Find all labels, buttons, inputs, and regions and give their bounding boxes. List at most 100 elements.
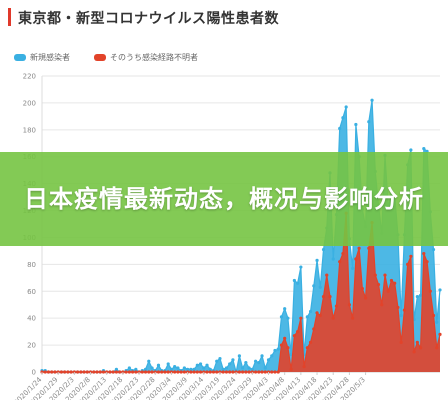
data-point-new-cases xyxy=(276,347,280,351)
data-point-unknown-route xyxy=(276,370,280,374)
data-point-unknown-route xyxy=(338,260,342,264)
data-point-new-cases xyxy=(156,363,161,367)
data-point-new-cases xyxy=(438,288,442,292)
data-point-new-cases xyxy=(331,257,335,261)
data-point-unknown-route xyxy=(354,257,358,261)
data-point-unknown-route xyxy=(231,370,235,374)
data-point-unknown-route xyxy=(383,273,387,277)
data-point-unknown-route xyxy=(341,252,345,256)
data-point-unknown-route xyxy=(160,370,164,374)
data-point-unknown-route xyxy=(406,262,410,266)
data-point-unknown-route xyxy=(192,370,196,374)
data-point-unknown-route xyxy=(176,370,180,374)
data-point-new-cases xyxy=(260,354,264,358)
data-point-unknown-route xyxy=(257,370,261,374)
series-line-unknown-route xyxy=(42,213,441,373)
data-point-unknown-route xyxy=(334,304,339,308)
legend-label-new-cases: 新規感染者 xyxy=(30,53,70,62)
data-point-new-cases xyxy=(134,367,138,371)
data-point-unknown-route xyxy=(241,370,245,374)
data-point-new-cases xyxy=(321,247,326,252)
data-point-new-cases xyxy=(415,295,419,299)
data-point-unknown-route xyxy=(286,346,290,350)
data-point-new-cases xyxy=(253,359,258,363)
data-point-unknown-route xyxy=(189,370,193,374)
data-point-unknown-route xyxy=(221,370,225,374)
data-point-unknown-route xyxy=(101,370,106,374)
data-point-new-cases xyxy=(114,367,119,371)
data-point-new-cases xyxy=(270,354,274,358)
y-tick-label-200: 200 xyxy=(23,99,36,107)
data-point-new-cases xyxy=(318,285,322,289)
data-point-unknown-route xyxy=(182,370,186,374)
data-point-unknown-route xyxy=(321,295,326,299)
data-point-new-cases xyxy=(218,356,222,361)
data-point-unknown-route xyxy=(402,308,407,312)
data-point-new-cases xyxy=(351,266,355,270)
data-point-unknown-route xyxy=(415,340,419,344)
data-point-new-cases xyxy=(221,367,225,371)
title-accent-bar xyxy=(8,8,11,26)
data-point-unknown-route xyxy=(75,370,80,374)
y-tick-label-60: 60 xyxy=(27,288,36,296)
data-point-unknown-route xyxy=(263,370,267,374)
data-point-unknown-route xyxy=(215,370,219,374)
data-point-new-cases xyxy=(279,315,284,319)
data-point-unknown-route xyxy=(367,246,371,250)
data-point-unknown-route xyxy=(318,313,322,318)
data-point-unknown-route xyxy=(69,370,73,374)
data-point-unknown-route xyxy=(127,370,131,374)
data-point-unknown-route xyxy=(312,327,316,331)
data-point-unknown-route xyxy=(289,367,293,371)
data-point-new-cases xyxy=(224,366,229,370)
data-point-new-cases xyxy=(208,367,212,371)
data-point-new-cases xyxy=(370,98,374,102)
data-point-unknown-route xyxy=(237,370,241,374)
data-point-unknown-route xyxy=(82,370,86,374)
legend-swatch-new-cases xyxy=(14,54,26,61)
data-point-unknown-route xyxy=(279,343,284,347)
data-point-new-cases xyxy=(305,315,309,319)
data-point-new-cases xyxy=(344,105,348,109)
data-point-unknown-route xyxy=(328,295,332,299)
data-point-new-cases xyxy=(418,293,423,297)
data-point-new-cases xyxy=(205,363,209,367)
data-point-unknown-route xyxy=(85,370,89,374)
data-point-new-cases xyxy=(266,358,271,362)
data-point-new-cases xyxy=(312,284,316,288)
data-point-new-cases xyxy=(215,359,219,363)
data-point-unknown-route xyxy=(438,332,442,336)
data-point-new-cases xyxy=(257,360,261,365)
headline-overlay-banner: 日本疫情最新动态，概况与影响分析 xyxy=(0,152,448,246)
data-point-unknown-route xyxy=(114,370,119,374)
data-point-unknown-route xyxy=(66,370,70,374)
data-point-unknown-route xyxy=(53,370,57,374)
data-point-unknown-route xyxy=(409,254,413,258)
data-point-unknown-route xyxy=(211,370,216,374)
y-tick-label-180: 180 xyxy=(23,126,36,134)
data-point-new-cases xyxy=(166,362,170,366)
data-point-unknown-route xyxy=(198,370,203,374)
data-point-unknown-route xyxy=(208,370,212,374)
data-point-new-cases xyxy=(338,126,342,131)
data-point-unknown-route xyxy=(95,370,99,374)
data-point-unknown-route xyxy=(376,282,381,287)
data-point-unknown-route xyxy=(425,260,429,264)
y-tick-label-0: 0 xyxy=(32,369,36,377)
data-point-unknown-route xyxy=(195,370,199,374)
data-point-unknown-route xyxy=(224,370,229,374)
data-point-unknown-route xyxy=(118,370,122,374)
data-point-unknown-route xyxy=(347,303,351,307)
data-point-unknown-route xyxy=(59,370,64,374)
data-point-unknown-route xyxy=(147,370,151,374)
data-point-new-cases xyxy=(422,147,426,151)
data-point-new-cases xyxy=(263,366,267,370)
data-point-unknown-route xyxy=(283,336,287,340)
data-point-unknown-route xyxy=(428,289,432,293)
data-point-new-cases xyxy=(198,362,203,366)
data-point-unknown-route xyxy=(422,252,426,256)
data-point-new-cases xyxy=(241,366,245,370)
data-point-unknown-route xyxy=(140,370,144,374)
data-point-new-cases xyxy=(296,281,300,285)
data-point-unknown-route xyxy=(431,313,436,318)
